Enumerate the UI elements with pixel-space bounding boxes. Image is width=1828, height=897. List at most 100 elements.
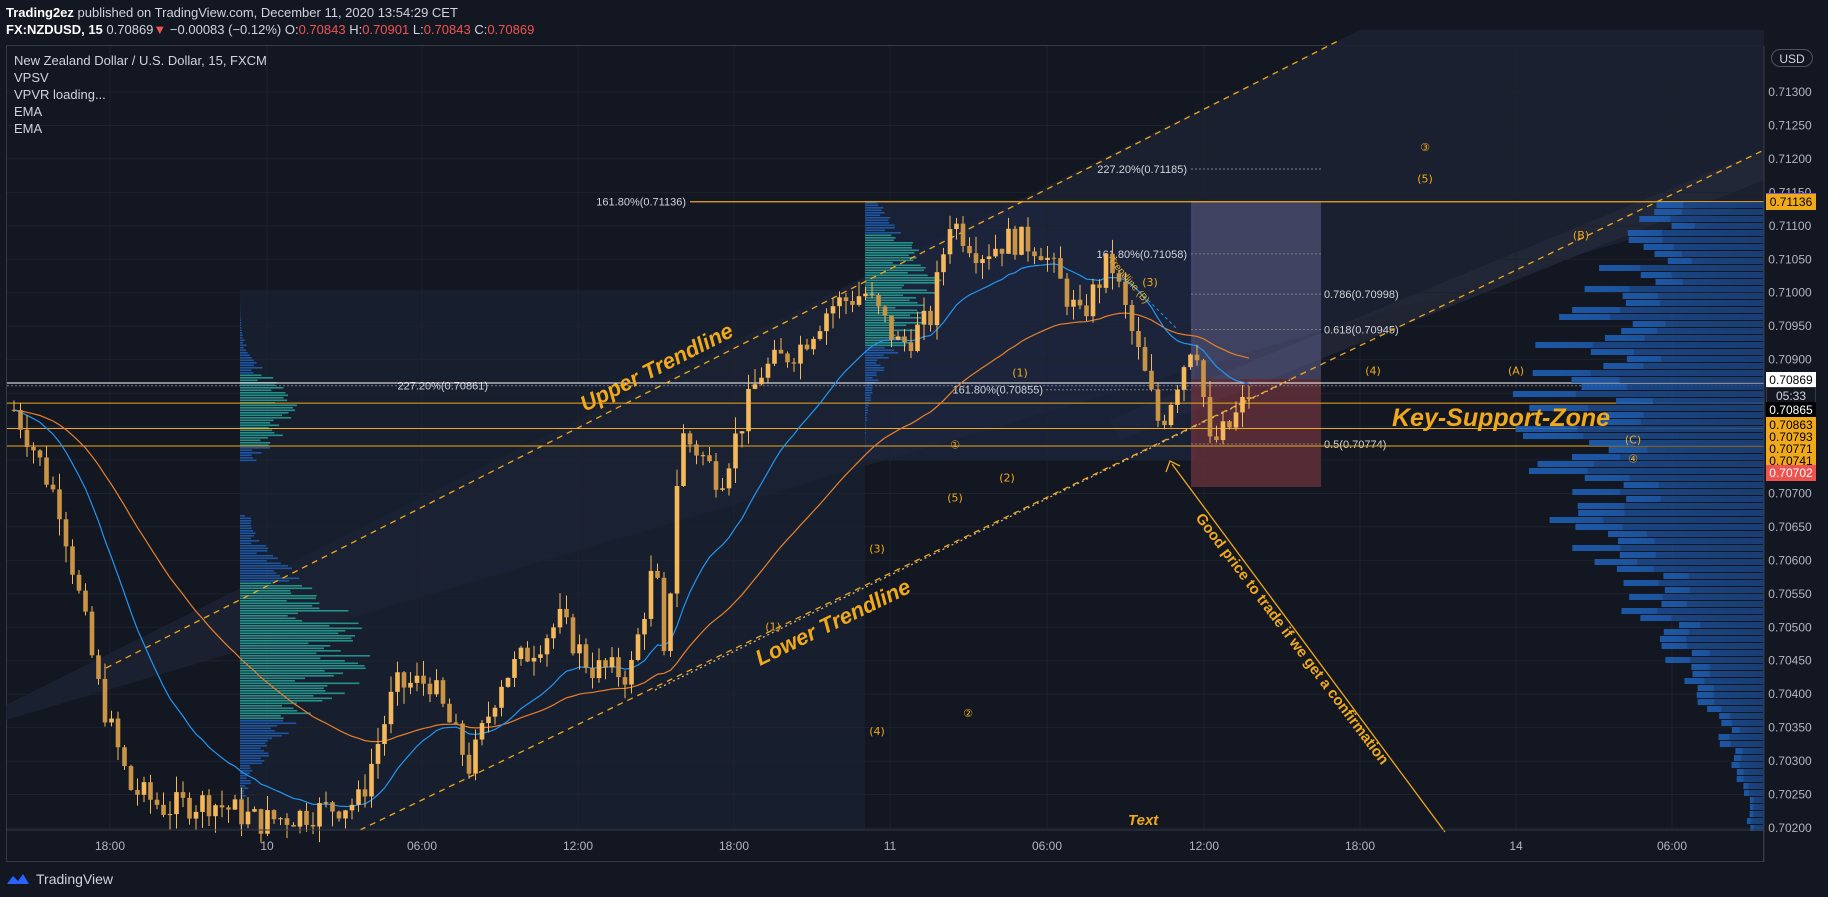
volume-profile-bar xyxy=(240,522,252,525)
legend-title[interactable]: New Zealand Dollar / U.S. Dollar, 15, FX… xyxy=(14,53,267,68)
volume-profile-bar xyxy=(240,615,288,617)
candle-body xyxy=(538,654,543,658)
volume-profile-bar xyxy=(865,309,918,312)
volume-profile-row-dark xyxy=(1743,776,1764,782)
volume-profile-bar xyxy=(240,682,360,685)
last-price: 0.70869 xyxy=(106,22,154,37)
volume-profile-row-dark xyxy=(1592,342,1764,348)
volume-profile-bar xyxy=(240,394,289,397)
fib-level-label: 0.5(0.70774) xyxy=(1324,439,1386,451)
candle-body xyxy=(258,809,264,834)
price-axis-label: 05:33 xyxy=(1766,387,1816,404)
high-value: 0.70901 xyxy=(362,22,410,37)
volume-profile-bar xyxy=(865,387,873,389)
candle-body xyxy=(1129,304,1135,332)
candle-body xyxy=(232,799,238,810)
candle-body xyxy=(843,297,849,302)
volume-profile-row-dark xyxy=(1624,510,1764,516)
candle-body xyxy=(356,789,361,805)
brand-name[interactable]: TradingView xyxy=(36,871,114,887)
candle-body xyxy=(1155,389,1161,421)
volume-profile-bar xyxy=(240,570,274,572)
volume-profile-bar xyxy=(240,577,300,580)
candle-body xyxy=(1116,273,1122,282)
volume-profile-bar xyxy=(865,202,878,204)
candle-body xyxy=(382,724,387,744)
candle-body xyxy=(473,739,478,774)
price-tick-label: 0.70700 xyxy=(1768,486,1812,500)
volume-profile-bar xyxy=(865,424,867,427)
candle-body xyxy=(297,810,303,827)
volume-profile-bar xyxy=(240,397,284,399)
volume-profile-bar xyxy=(240,567,293,570)
candle-body xyxy=(31,446,36,451)
volume-profile-bar xyxy=(865,294,904,297)
chart-header: Trading2ez published on TradingView.com,… xyxy=(0,0,1828,42)
candle-body xyxy=(265,810,270,834)
candle-body xyxy=(1038,256,1044,260)
candle-body xyxy=(226,807,231,810)
legend-item-vpvr[interactable]: VPVR loading... xyxy=(14,87,106,102)
volume-profile-bar xyxy=(240,565,289,567)
time-tick-label: 06:00 xyxy=(407,839,437,853)
volume-profile-bar xyxy=(865,259,914,262)
volume-profile-bar xyxy=(240,622,359,625)
price-axis-label: 0.70771 xyxy=(1766,440,1816,457)
volume-profile-bar xyxy=(240,787,249,790)
legend-item-ema-2[interactable]: EMA xyxy=(14,121,43,136)
volume-profile-bar xyxy=(240,722,297,725)
volume-profile-bar xyxy=(240,419,274,422)
candle-body xyxy=(1064,278,1070,307)
author-name[interactable]: Trading2ez xyxy=(6,5,74,20)
volume-profile-bar xyxy=(865,342,910,344)
volume-profile-bar xyxy=(240,550,268,552)
volume-profile-bar xyxy=(240,515,245,517)
currency-button[interactable]: USD xyxy=(1771,49,1813,67)
volume-profile-bar xyxy=(240,332,243,334)
volume-profile-row-dark xyxy=(1748,783,1764,789)
candle-body xyxy=(174,792,179,815)
volume-profile-row-dark xyxy=(1660,496,1764,502)
volume-profile-bar xyxy=(240,342,243,344)
volume-profile-bar xyxy=(240,364,254,367)
volume-profile-bar xyxy=(240,562,281,565)
volume-profile-row-dark xyxy=(1671,272,1764,278)
volume-profile-bar xyxy=(865,247,912,249)
volume-profile-bar xyxy=(240,404,297,407)
volume-profile-bar xyxy=(240,707,294,710)
volume-profile-bar xyxy=(240,750,264,752)
candle-body xyxy=(1090,284,1096,317)
volume-profile-row-dark xyxy=(1620,545,1764,551)
volume-profile-bar xyxy=(865,339,892,342)
volume-profile-bar xyxy=(865,324,907,327)
candle-body xyxy=(746,388,751,432)
volume-profile-bar xyxy=(240,612,298,615)
price-change: −0.00083 (−0.12%) xyxy=(169,22,282,37)
legend-item-vpsv[interactable]: VPSV xyxy=(14,70,49,85)
volume-profile-bar xyxy=(240,747,261,750)
volume-profile-bar xyxy=(865,274,928,277)
volume-profile-bar xyxy=(240,655,371,657)
volume-profile-row-dark xyxy=(1620,307,1764,313)
volume-profile-row-dark xyxy=(1653,398,1764,404)
time-axis[interactable]: 18:00 10 06:00 12:00 18:00 11 06:00 12:00 18:00 1… xyxy=(7,829,1763,853)
volume-profile-bar xyxy=(865,412,868,414)
candle-body xyxy=(778,349,784,354)
candle-body xyxy=(213,805,218,817)
price-tick-label: 0.71250 xyxy=(1768,118,1812,132)
candle-body xyxy=(219,805,225,808)
candle-body xyxy=(401,672,407,688)
volume-profile-bar xyxy=(865,234,892,237)
candle-body xyxy=(1025,226,1031,252)
candle-body xyxy=(1103,253,1109,288)
volume-profile-bar xyxy=(865,314,911,317)
volume-profile-row-dark xyxy=(1714,685,1764,691)
volume-profile-row-dark xyxy=(1643,412,1764,418)
candle-body xyxy=(661,577,667,652)
candle-body xyxy=(447,703,452,723)
volume-profile-bar xyxy=(240,700,323,702)
legend-item-ema-1[interactable]: EMA xyxy=(14,104,43,119)
candle-body xyxy=(1168,404,1174,426)
candle-body xyxy=(18,410,23,430)
